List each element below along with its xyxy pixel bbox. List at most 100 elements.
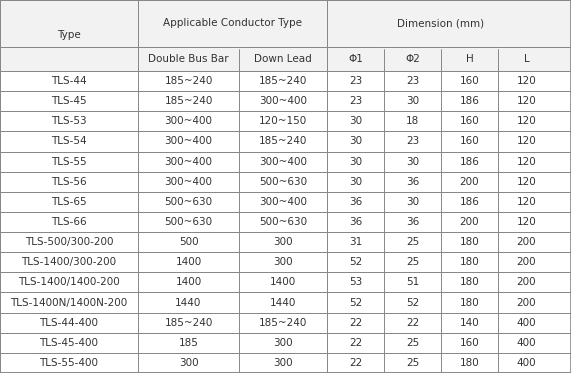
Text: 300~400: 300~400	[164, 157, 212, 167]
Text: 1400: 1400	[270, 278, 296, 288]
Text: 200: 200	[517, 237, 536, 247]
Text: 120: 120	[517, 197, 536, 207]
Text: 120: 120	[517, 96, 536, 106]
Bar	[0, 212, 571, 232]
Text: 185~240: 185~240	[259, 137, 307, 147]
Text: 1400: 1400	[175, 257, 202, 267]
Text: 53: 53	[349, 278, 362, 288]
Text: Type: Type	[57, 31, 81, 41]
Text: 180: 180	[460, 358, 480, 368]
Bar	[0, 131, 571, 151]
Text: Φ2: Φ2	[405, 54, 420, 64]
Text: 500~630: 500~630	[259, 177, 307, 187]
Text: Dimension (mm): Dimension (mm)	[397, 19, 485, 28]
Text: 22: 22	[349, 318, 362, 327]
Text: 51: 51	[406, 278, 419, 288]
Text: 500~630: 500~630	[164, 197, 212, 207]
Text: TLS-45: TLS-45	[51, 96, 87, 106]
Text: 300: 300	[273, 237, 293, 247]
Bar	[0, 47, 571, 71]
Bar	[0, 272, 571, 292]
Bar	[0, 0, 571, 47]
Text: 23: 23	[406, 137, 419, 147]
Text: 23: 23	[349, 76, 362, 86]
Text: 185~240: 185~240	[164, 96, 212, 106]
Text: Down Lead: Down Lead	[254, 54, 312, 64]
Text: 400: 400	[517, 338, 536, 348]
Text: 23: 23	[406, 76, 419, 86]
Text: 52: 52	[349, 298, 362, 307]
Text: 120: 120	[517, 217, 536, 227]
Text: TLS-45-400: TLS-45-400	[39, 338, 99, 348]
Bar	[0, 333, 571, 353]
Text: 300: 300	[273, 257, 293, 267]
Text: 30: 30	[349, 157, 362, 167]
Text: TLS-66: TLS-66	[51, 217, 87, 227]
Bar	[0, 111, 571, 131]
Text: 200: 200	[517, 278, 536, 288]
Text: Double Bus Bar: Double Bus Bar	[148, 54, 229, 64]
Text: 160: 160	[460, 116, 480, 126]
Text: 36: 36	[406, 217, 419, 227]
Text: TLS-44: TLS-44	[51, 76, 87, 86]
Text: 1440: 1440	[175, 298, 202, 307]
Text: 31: 31	[349, 237, 362, 247]
Text: 52: 52	[406, 298, 419, 307]
Text: 500~630: 500~630	[164, 217, 212, 227]
Text: 180: 180	[460, 257, 480, 267]
Text: TLS-1400N/1400N-200: TLS-1400N/1400N-200	[10, 298, 128, 307]
Text: 140: 140	[460, 318, 480, 327]
Text: 186: 186	[460, 96, 480, 106]
Text: 186: 186	[460, 157, 480, 167]
Text: 30: 30	[406, 197, 419, 207]
Bar	[0, 192, 571, 212]
Text: 36: 36	[406, 177, 419, 187]
Text: 185: 185	[179, 338, 199, 348]
Text: 185~240: 185~240	[164, 318, 212, 327]
Text: 300: 300	[179, 358, 198, 368]
Bar	[0, 71, 571, 91]
Text: TLS-55: TLS-55	[51, 157, 87, 167]
Text: 22: 22	[349, 338, 362, 348]
Text: 300: 300	[273, 338, 293, 348]
Text: TLS-1400/300-200: TLS-1400/300-200	[22, 257, 116, 267]
Text: 120: 120	[517, 116, 536, 126]
Bar	[0, 172, 571, 192]
Bar	[0, 252, 571, 272]
Text: 30: 30	[406, 96, 419, 106]
Text: 180: 180	[460, 237, 480, 247]
Text: 120: 120	[517, 76, 536, 86]
Text: 200: 200	[460, 177, 479, 187]
Text: 30: 30	[349, 177, 362, 187]
Text: 186: 186	[460, 197, 480, 207]
Text: TLS-53: TLS-53	[51, 116, 87, 126]
Bar	[0, 313, 571, 333]
Text: 185~240: 185~240	[259, 318, 307, 327]
Text: 25: 25	[406, 237, 419, 247]
Bar	[0, 232, 571, 252]
Text: 500~630: 500~630	[259, 217, 307, 227]
Text: 25: 25	[406, 257, 419, 267]
Text: Φ1: Φ1	[348, 54, 363, 64]
Text: 25: 25	[406, 338, 419, 348]
Text: TLS-65: TLS-65	[51, 197, 87, 207]
Text: 200: 200	[517, 257, 536, 267]
Text: 185~240: 185~240	[164, 76, 212, 86]
Text: 300~400: 300~400	[164, 116, 212, 126]
Text: TLS-56: TLS-56	[51, 177, 87, 187]
Text: TLS-55-400: TLS-55-400	[39, 358, 99, 368]
Text: 36: 36	[349, 217, 362, 227]
Text: 500: 500	[179, 237, 198, 247]
Text: 180: 180	[460, 298, 480, 307]
Text: TLS-500/300-200: TLS-500/300-200	[25, 237, 113, 247]
Text: 160: 160	[460, 76, 480, 86]
Text: 185~240: 185~240	[259, 76, 307, 86]
Text: 30: 30	[349, 137, 362, 147]
Text: 160: 160	[460, 338, 480, 348]
Text: 25: 25	[406, 358, 419, 368]
Text: 300~400: 300~400	[259, 96, 307, 106]
Text: 120: 120	[517, 157, 536, 167]
Text: 36: 36	[349, 197, 362, 207]
Text: 22: 22	[349, 358, 362, 368]
Text: 300: 300	[273, 358, 293, 368]
